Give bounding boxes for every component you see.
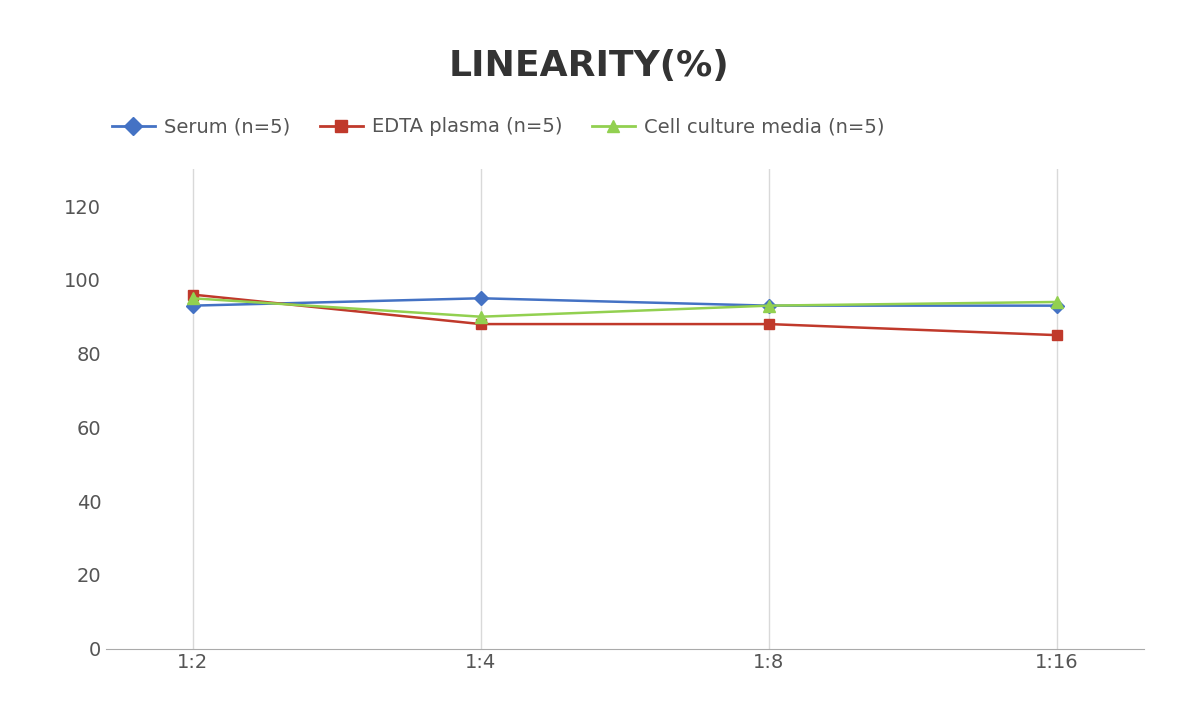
Text: LINEARITY(%): LINEARITY(%) — [449, 49, 730, 83]
Legend: Serum (n=5), EDTA plasma (n=5), Cell culture media (n=5): Serum (n=5), EDTA plasma (n=5), Cell cul… — [104, 109, 893, 145]
